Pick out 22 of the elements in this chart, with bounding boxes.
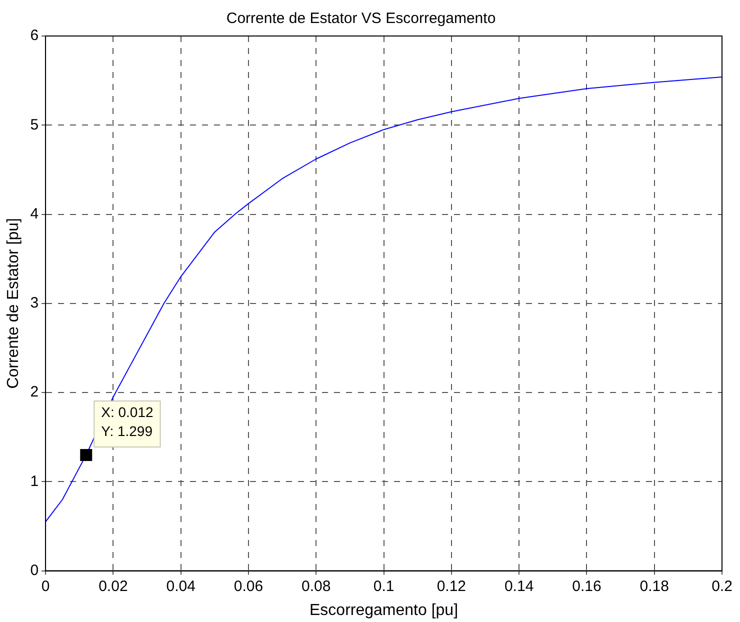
x-tick-label: 0.06 <box>234 578 264 595</box>
x-tick-label: 0.04 <box>166 578 196 595</box>
chart-title: Corrente de Estator VS Escorregamento <box>226 10 496 28</box>
y-tick-label: 1 <box>30 472 39 490</box>
y-tick-label: 4 <box>30 205 39 222</box>
x-tick-label: 0.16 <box>572 578 602 595</box>
annotation: X: 0.012 Y: 1.299 <box>101 404 154 439</box>
x-axis-title: Escorregamento [pu] <box>310 602 458 619</box>
y-tick-label: 2 <box>30 384 39 401</box>
y-axis-title: Corrente de Estator [pu] <box>5 218 22 389</box>
y-tick-label: 3 <box>30 294 39 312</box>
x-tick-label: 0.12 <box>436 578 466 595</box>
y-tick-label: 5 <box>30 116 39 134</box>
x-tick-label: 0.1 <box>373 578 394 595</box>
x-tick-label: 0.2 <box>712 578 732 595</box>
y-tick-label: 0 <box>30 562 39 579</box>
x-tick-label: 0.18 <box>640 578 669 595</box>
x-tick-label: 0.08 <box>302 578 331 595</box>
x-tick-label: 0 <box>41 578 50 595</box>
y-tick-label: 6 <box>30 27 39 44</box>
x-tick-label: 0.02 <box>98 578 128 595</box>
x-tick-label: 0.14 <box>504 578 534 595</box>
